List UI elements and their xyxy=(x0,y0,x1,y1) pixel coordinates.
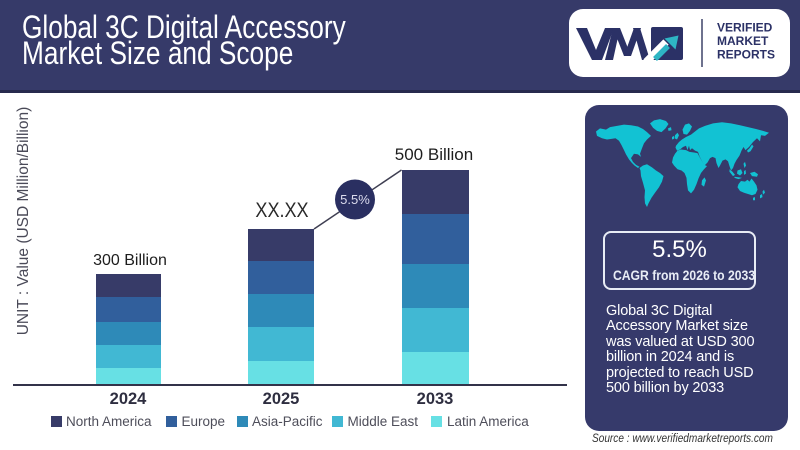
svg-text:VERIFIED: VERIFIED xyxy=(717,21,773,35)
svg-text:MARKET: MARKET xyxy=(717,34,769,48)
svg-text:REPORTS: REPORTS xyxy=(717,48,775,62)
svg-text:5.5%: 5.5% xyxy=(340,192,370,207)
